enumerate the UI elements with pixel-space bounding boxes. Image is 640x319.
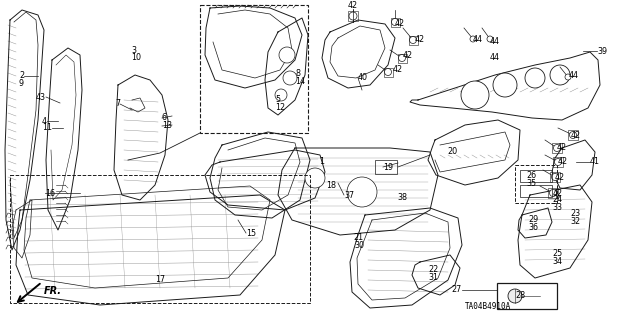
Text: 39: 39 <box>597 47 607 56</box>
Text: 15: 15 <box>246 228 256 238</box>
Circle shape <box>279 47 295 63</box>
Text: 28: 28 <box>515 292 525 300</box>
Circle shape <box>525 68 545 88</box>
Bar <box>515 165 557 203</box>
Bar <box>548 188 558 198</box>
Bar <box>568 130 578 140</box>
Text: 18: 18 <box>326 181 336 189</box>
Text: 3: 3 <box>131 46 136 55</box>
Bar <box>10 175 310 303</box>
Circle shape <box>392 19 399 26</box>
Text: 23: 23 <box>570 209 580 218</box>
Text: 25: 25 <box>552 249 563 257</box>
Text: 6: 6 <box>162 114 167 122</box>
Text: 13: 13 <box>162 122 172 130</box>
Circle shape <box>508 289 522 303</box>
Text: 10: 10 <box>131 53 141 62</box>
Circle shape <box>570 131 577 138</box>
Circle shape <box>410 36 417 43</box>
Circle shape <box>493 73 517 97</box>
Bar <box>397 54 406 63</box>
Circle shape <box>552 174 559 181</box>
Circle shape <box>550 65 570 85</box>
Text: 32: 32 <box>570 218 580 226</box>
Text: 34: 34 <box>552 257 562 266</box>
Text: 44: 44 <box>473 34 483 43</box>
Text: 42: 42 <box>393 65 403 75</box>
Text: 21: 21 <box>354 234 364 242</box>
Text: 4: 4 <box>42 116 47 125</box>
Text: 42: 42 <box>558 158 568 167</box>
Text: 26: 26 <box>526 170 536 180</box>
Text: 24: 24 <box>552 196 562 204</box>
Circle shape <box>487 36 493 42</box>
Text: 44: 44 <box>569 71 579 80</box>
Bar <box>408 35 417 44</box>
Text: 29: 29 <box>528 216 538 225</box>
Bar <box>390 18 399 26</box>
Text: 42: 42 <box>557 144 567 152</box>
Text: FR.: FR. <box>44 286 62 296</box>
Text: TA04B4910A: TA04B4910A <box>465 302 511 311</box>
Text: 12: 12 <box>275 103 285 113</box>
Circle shape <box>275 89 287 101</box>
Circle shape <box>554 159 561 166</box>
Text: 37: 37 <box>344 190 354 199</box>
Circle shape <box>399 55 406 62</box>
Text: 1: 1 <box>319 157 324 166</box>
Bar <box>375 160 397 174</box>
Text: 38: 38 <box>397 194 407 203</box>
Text: 40: 40 <box>358 73 368 83</box>
Circle shape <box>550 189 557 197</box>
Circle shape <box>305 168 325 188</box>
Text: 9: 9 <box>19 78 24 87</box>
Text: 33: 33 <box>552 204 562 212</box>
Text: 19: 19 <box>383 162 393 172</box>
Text: 44: 44 <box>490 38 500 47</box>
Text: 42: 42 <box>348 1 358 10</box>
Text: 11: 11 <box>42 123 52 132</box>
Bar <box>497 283 557 309</box>
Bar <box>520 185 552 197</box>
Text: 31: 31 <box>428 273 438 282</box>
Text: 42: 42 <box>395 19 405 27</box>
Circle shape <box>565 74 571 80</box>
Bar <box>550 172 560 182</box>
Text: 42: 42 <box>415 35 425 44</box>
Text: 17: 17 <box>155 275 165 284</box>
Bar <box>552 143 562 153</box>
Bar <box>383 68 392 77</box>
Bar <box>348 11 358 21</box>
Circle shape <box>554 145 561 152</box>
Text: 20: 20 <box>447 147 457 157</box>
Text: 43: 43 <box>36 93 46 101</box>
Text: 42: 42 <box>553 189 563 197</box>
Text: 14: 14 <box>295 78 305 86</box>
Bar <box>200 5 308 133</box>
Circle shape <box>385 69 392 76</box>
Circle shape <box>349 12 357 20</box>
Bar <box>520 170 552 182</box>
Text: 42: 42 <box>555 173 565 182</box>
Circle shape <box>283 71 297 85</box>
Circle shape <box>461 81 489 109</box>
Text: 22: 22 <box>428 265 438 274</box>
Text: 42: 42 <box>571 130 581 139</box>
Circle shape <box>470 36 476 42</box>
Text: 2: 2 <box>19 71 24 80</box>
Text: 8: 8 <box>295 70 300 78</box>
Text: 16: 16 <box>45 189 55 197</box>
Circle shape <box>347 177 377 207</box>
Text: 41: 41 <box>590 158 600 167</box>
Text: 30: 30 <box>354 241 364 250</box>
Text: 27: 27 <box>452 286 462 294</box>
Text: 36: 36 <box>528 224 538 233</box>
Text: 35: 35 <box>526 179 536 188</box>
Text: 44: 44 <box>490 54 500 63</box>
Bar <box>553 157 563 167</box>
Text: 5: 5 <box>275 95 280 105</box>
Text: 7: 7 <box>115 100 120 108</box>
Text: 42: 42 <box>403 50 413 60</box>
